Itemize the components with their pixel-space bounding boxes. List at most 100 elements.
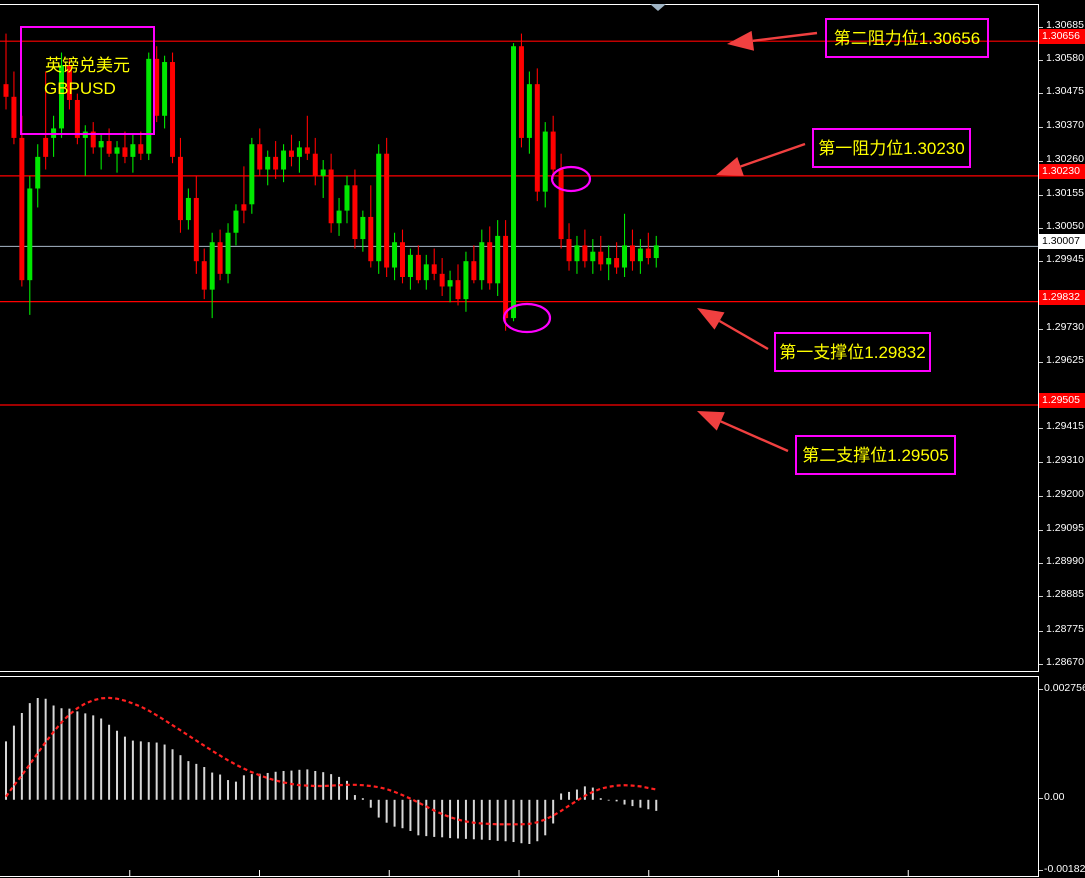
price-tick-label: 1.29200 — [1046, 488, 1084, 501]
price-tick-label: 1.29415 — [1046, 420, 1084, 433]
price-tick-label: 1.28885 — [1046, 588, 1084, 601]
candlestick — [241, 166, 247, 224]
macd-tick-label: -0.001829 — [1044, 863, 1085, 875]
candlestick — [59, 52, 65, 138]
price-tick-label: 1.29730 — [1046, 320, 1084, 333]
candlestick — [495, 220, 501, 296]
annotation-first-support-note: 第一支撑位1.29832 — [774, 332, 931, 372]
macd-tick-label: 0.00 — [1044, 790, 1065, 803]
macd-indicator-panel[interactable] — [0, 676, 1038, 877]
candlestick — [645, 232, 651, 265]
candlestick — [431, 248, 437, 281]
price-tick-label: 1.30685 — [1046, 19, 1084, 31]
macd-tick — [1039, 870, 1043, 871]
candlestick — [114, 141, 120, 173]
candlestick — [542, 122, 548, 208]
price-tick — [1039, 428, 1043, 430]
candlestick — [265, 150, 271, 186]
price-tick — [1039, 194, 1043, 196]
price-tick-label: 1.30580 — [1046, 52, 1084, 65]
candlestick — [344, 175, 350, 224]
price-tick — [1039, 562, 1043, 564]
annotation-arrow-second-support-note — [697, 411, 789, 453]
price-chart-canvas[interactable] — [0, 5, 1038, 671]
candlestick — [574, 235, 580, 274]
candlestick — [598, 235, 604, 271]
candlestick — [479, 229, 485, 290]
annotation-arrow-second-resistance-note — [727, 30, 818, 51]
candlestick — [11, 71, 17, 145]
candlestick — [392, 232, 398, 281]
candlestick — [606, 245, 612, 281]
candlestick — [185, 188, 191, 230]
candlestick — [233, 204, 239, 246]
price-tick — [1039, 529, 1043, 531]
price-tick-label: 1.30475 — [1046, 85, 1084, 98]
price-tag-1-29832: 1.29832 — [1039, 289, 1085, 305]
candlestick — [19, 115, 25, 287]
chart-top-marker-icon — [650, 4, 666, 11]
candlestick — [209, 232, 215, 319]
price-tick-label: 1.30260 — [1046, 153, 1084, 166]
price-tag-1-29505: 1.29505 — [1039, 393, 1085, 409]
macd-tick-label: 0.002756 — [1044, 682, 1085, 694]
macd-tick — [1039, 689, 1043, 690]
price-chart-panel[interactable] — [0, 4, 1038, 672]
price-tag-1-30007: 1.30007 — [1039, 234, 1085, 250]
candlestick — [35, 144, 41, 208]
annotation-second-resistance-note: 第二阻力位1.30656 — [825, 18, 989, 58]
annotation-first-resistance-note: 第一阻力位1.30230 — [812, 128, 971, 168]
candlestick — [138, 131, 144, 161]
symbol-title-box — [20, 26, 155, 135]
highlight-ellipse-support-touch — [502, 302, 552, 334]
price-tick-label: 1.28990 — [1046, 554, 1084, 567]
candlestick — [550, 115, 556, 179]
candlestick — [304, 115, 310, 161]
candlestick — [201, 248, 207, 300]
candlestick — [455, 264, 461, 306]
candlestick — [653, 235, 659, 268]
annotation-arrow-first-support-note — [697, 308, 769, 351]
macd-axis[interactable]: 0.002756 0.00 -0.001829 — [1038, 676, 1085, 877]
candlestick — [273, 141, 279, 179]
price-tick-label: 1.30050 — [1046, 219, 1084, 232]
price-tick — [1039, 161, 1043, 163]
candlestick — [328, 153, 334, 233]
price-tick-label: 1.29310 — [1046, 453, 1084, 466]
candlestick — [154, 46, 160, 123]
price-tick — [1039, 27, 1043, 28]
macd-tick — [1039, 797, 1043, 799]
candlestick — [629, 229, 635, 271]
price-axis[interactable]: 1.30685 1.30580 1.30475 1.30370 1.30260 1.301… — [1038, 4, 1085, 672]
candlestick — [384, 137, 390, 277]
candlestick — [43, 71, 49, 170]
macd-signal-line — [5, 696, 657, 826]
candlestick — [439, 258, 445, 296]
candlestick — [3, 33, 9, 110]
candlestick — [487, 226, 493, 290]
candlestick — [257, 128, 263, 176]
candlestick — [162, 55, 168, 129]
price-tick — [1039, 328, 1043, 330]
candlestick — [281, 144, 287, 183]
price-tick-label: 1.28670 — [1046, 656, 1084, 668]
candlestick — [471, 245, 477, 284]
symbol-title-code: GBPUSD — [44, 79, 116, 98]
candlestick — [526, 71, 532, 154]
candlestick — [376, 144, 382, 274]
macd-chart-canvas[interactable] — [0, 677, 1038, 876]
candlestick — [590, 239, 596, 274]
candlestick — [122, 131, 128, 164]
candlestick — [400, 229, 405, 284]
candlestick — [296, 141, 302, 173]
candlestick — [368, 185, 374, 268]
price-tag-1-30230: 1.30230 — [1039, 163, 1085, 179]
price-tick-label: 1.30155 — [1046, 186, 1084, 199]
candlestick — [177, 137, 183, 233]
annotation-arrow-first-resistance-note — [716, 142, 806, 176]
price-tick — [1039, 362, 1043, 364]
price-tick — [1039, 227, 1043, 229]
candlestick — [98, 134, 104, 170]
candlestick — [423, 254, 429, 290]
candlestick — [518, 33, 524, 148]
